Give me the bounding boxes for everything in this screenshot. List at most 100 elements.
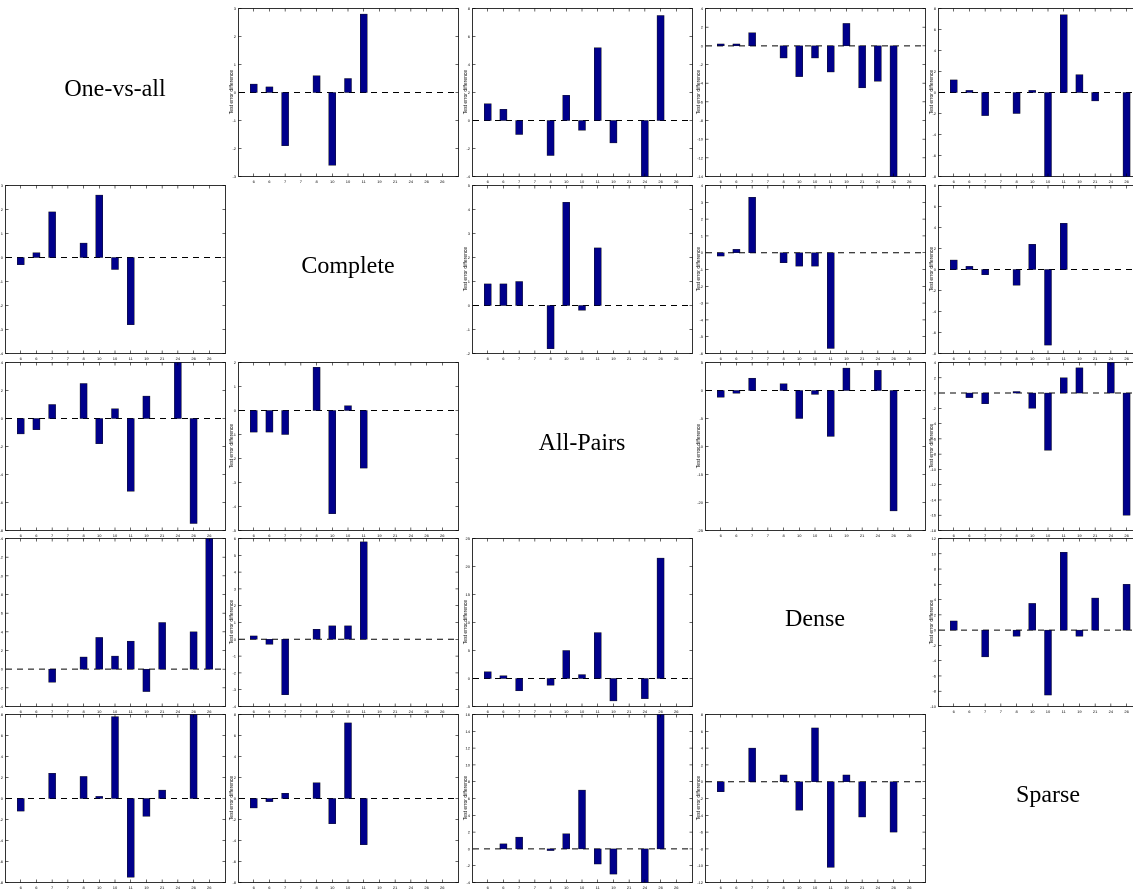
method-label-all-pairs: All-Pairs (538, 430, 626, 456)
x-tick-label: 10 (1046, 179, 1051, 183)
bar (515, 678, 523, 692)
y-tick-label: -2 (232, 456, 236, 461)
x-tick-label: 7 (284, 709, 287, 713)
y-tick-label: -1 (466, 327, 470, 332)
x-tick-label: 6 (487, 179, 490, 183)
x-tick-label: 8 (315, 709, 318, 713)
y-tick-label: 14 (466, 729, 471, 734)
bar (189, 418, 198, 524)
y-tick-label: 6 (1, 733, 4, 738)
x-tick-label: 6 (487, 885, 490, 889)
x-tick-label: 6 (35, 709, 38, 713)
x-tick-label: 26 (440, 179, 445, 183)
x-tick-label: 26 (658, 885, 663, 889)
y-tick-label: 0 (701, 388, 704, 393)
bar (981, 629, 989, 658)
x-tick-label: 7 (1000, 533, 1003, 537)
bar (1012, 269, 1021, 286)
bar (981, 92, 989, 116)
bar (360, 13, 368, 93)
bar (546, 120, 555, 156)
x-tick-label: 19 (844, 179, 849, 183)
y-tick-label: 2 (934, 69, 937, 74)
bar (142, 668, 151, 692)
x-tick-label: 6 (502, 885, 505, 889)
x-tick-label: 26 (674, 885, 679, 889)
x-tick-label: 10 (813, 356, 818, 360)
x-tick-label: 26 (907, 885, 912, 889)
x-tick-label: 21 (393, 533, 398, 537)
x-tick-label: 10 (564, 356, 569, 360)
x-tick-label: 8 (82, 885, 85, 889)
bar (499, 843, 508, 850)
x-tick-label: 7 (767, 885, 770, 889)
x-tick-label: 26 (907, 356, 912, 360)
bar (779, 252, 788, 263)
x-tick-label: 19 (377, 533, 382, 537)
y-tick-label: -5 (466, 704, 470, 709)
x-tick-label: 10 (580, 885, 585, 889)
bar (127, 640, 135, 670)
bar (344, 625, 352, 640)
y-axis-label: Test error difference (229, 424, 235, 469)
y-tick-label: -2 (699, 62, 703, 67)
bar (281, 793, 289, 799)
bar (95, 418, 103, 444)
x-tick-label: 6 (968, 709, 971, 713)
y-tick-label: -4 (932, 658, 936, 663)
x-tick-label: 10 (330, 179, 335, 183)
bar (889, 45, 898, 177)
plot-frame (938, 362, 1133, 531)
y-tick-label: 4 (1, 754, 4, 759)
x-tick-label: 26 (1124, 356, 1129, 360)
y-tick-label: -4 (932, 421, 936, 426)
y-axis-label: Test error difference (929, 247, 935, 292)
y-tick-label: -4 (232, 704, 236, 709)
x-tick-label: 7 (534, 709, 537, 713)
y-tick-label: -10 (697, 444, 704, 449)
y-tick-label: 0 (468, 118, 471, 123)
x-tick-label: 10 (797, 356, 802, 360)
y-tick-label: -8 (232, 880, 236, 885)
x-tick-label: 7 (1000, 179, 1003, 183)
bar (795, 781, 803, 811)
y-tick-label: 3 (234, 586, 237, 591)
x-tick-label: 6 (953, 709, 956, 713)
bar (732, 249, 741, 253)
x-tick-label: 6 (268, 885, 271, 889)
bar (281, 639, 289, 695)
x-tick-label: 6 (735, 356, 738, 360)
x-tick-label: 7 (300, 885, 303, 889)
x-tick-label: 11 (829, 179, 834, 183)
x-tick-label: 24 (876, 179, 881, 183)
y-tick-label: 8 (934, 183, 937, 188)
bar (95, 637, 103, 670)
bar (250, 635, 258, 640)
bar (127, 418, 135, 492)
bar (889, 781, 898, 833)
bar (827, 781, 835, 868)
y-tick-label: 2 (1, 648, 4, 653)
bar (779, 45, 788, 59)
bar (312, 367, 321, 411)
x-tick-label: 10 (564, 885, 569, 889)
x-tick-label: 24 (643, 709, 648, 713)
x-tick-label: 6 (35, 885, 38, 889)
y-tick-label: 1 (1, 231, 4, 236)
y-tick-label: 3 (1, 183, 4, 188)
x-tick-label: 8 (549, 709, 552, 713)
bar (484, 671, 492, 679)
x-tick-label: 11 (596, 885, 601, 889)
x-tick-label: 19 (844, 533, 849, 537)
bar (111, 257, 119, 270)
bar (578, 674, 586, 679)
bar (344, 78, 352, 93)
x-tick-label: 7 (51, 356, 54, 360)
y-tick-label: 6 (934, 27, 937, 32)
y-tick-label: 2 (934, 246, 937, 251)
x-tick-label: 8 (549, 356, 552, 360)
bar (811, 252, 819, 267)
x-tick-label: 6 (253, 179, 256, 183)
x-tick-label: 10 (580, 356, 585, 360)
